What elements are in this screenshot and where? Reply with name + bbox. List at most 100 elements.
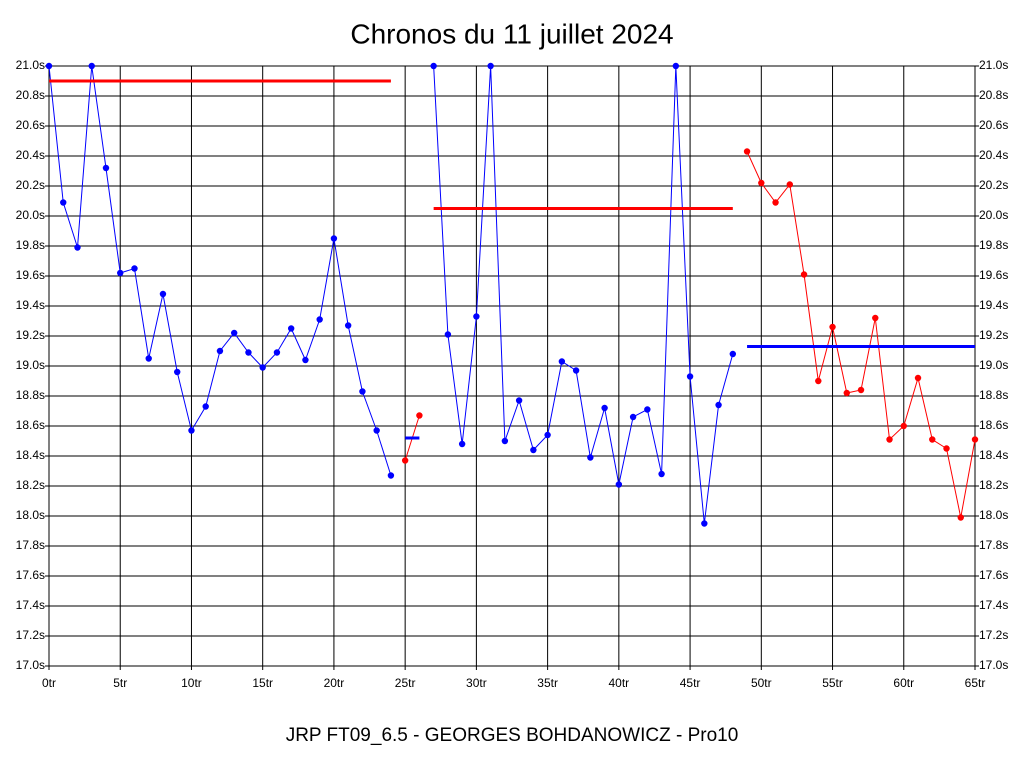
data-point [102,164,110,172]
x-tick-label: 0tr [42,676,56,690]
y-tick-label: 18.8s [16,388,45,402]
data-point [416,412,423,419]
y-tick-label: 18.6s [16,418,45,432]
data-point [74,244,81,251]
x-tick-label: 65tr [965,676,986,690]
data-point [501,437,509,445]
data-point [758,179,765,187]
data-point [615,481,623,488]
x-tick-label: 5tr [113,676,127,690]
data-point [515,397,523,404]
y2-tick-label: 19.8s [979,238,1008,252]
data-point [729,350,737,358]
data-point [159,290,167,298]
x-tick-label: 50tr [751,676,772,690]
y2-tick-label: 17.4s [979,598,1008,612]
data-point [843,389,850,397]
y-tick-label: 20.2s [16,178,45,192]
plot-frame [48,65,976,667]
data-point [644,406,651,413]
y-tick-label: 20.0s [16,208,45,222]
data-point [800,271,808,278]
y2-tick-label: 17.2s [979,628,1008,642]
y-tick-label: 19.2s [16,328,45,342]
data-point [287,325,295,332]
y2-tick-label: 19.2s [979,328,1008,342]
data-point [473,313,480,320]
data-point [430,62,437,70]
data-point [672,62,680,70]
data-point [373,427,380,434]
data-point [245,349,252,356]
data-point [60,199,67,206]
data-point [815,377,822,385]
data-point [131,265,138,272]
y-tick-label: 19.8s [16,238,45,252]
y2-tick-label: 17.6s [979,568,1008,582]
y2-tick-label: 18.8s [979,388,1008,402]
data-point [458,440,466,448]
data-point [88,62,95,70]
x-tick-label: 45tr [680,676,701,690]
data-point [259,364,266,371]
data-point [957,514,964,521]
data-point [487,62,494,70]
data-point [701,520,708,527]
y2-tick-label: 19.0s [979,358,1008,372]
data-point [629,413,637,421]
data-point [302,356,309,364]
data-point [273,349,281,356]
data-point [971,436,979,443]
data-point [914,374,922,382]
y2-tick-label: 19.4s [979,298,1008,312]
y-tick-label: 20.6s [16,118,45,132]
y-tick-label: 21.0s [16,58,45,72]
data-point [387,472,395,479]
x-tick-label: 10tr [181,676,202,690]
data-point [686,373,694,380]
y2-tick-label: 20.6s [979,118,1008,132]
y-tick-label: 19.4s [16,298,45,312]
data-point [344,322,352,329]
series-line [433,65,734,524]
data-point [786,181,793,188]
data-point [544,431,551,439]
y-tick-label: 20.4s [16,148,45,162]
data-point [715,401,722,409]
y2-tick-label: 18.4s [979,448,1008,462]
data-point [601,404,608,412]
y2-tick-label: 20.4s [979,148,1008,162]
data-point [202,403,209,410]
y2-tick-label: 20.2s [979,178,1008,192]
y2-tick-label: 18.2s [979,478,1008,492]
data-point [45,62,53,70]
x-tick-label: 25tr [395,676,416,690]
y-tick-label: 18.4s [16,448,45,462]
y2-tick-label: 17.0s [979,658,1008,672]
data-point [401,457,409,464]
data-point [444,331,452,338]
data-point [857,386,865,394]
y-tick-label: 17.2s [16,628,45,642]
data-point [231,329,238,337]
data-point [572,367,580,374]
chart-title: Chronos du 11 juillet 2024 [350,18,673,49]
y2-tick-label: 20.8s [979,88,1008,102]
series-line [48,65,392,476]
data-point [743,148,751,155]
x-tick-label: 40tr [609,676,630,690]
x-tick-label: 55tr [822,676,843,690]
data-point [929,436,936,443]
y2-tick-label: 17.8s [979,538,1008,552]
y2-tick-label: 21.0s [979,58,1008,72]
data-point [829,323,836,331]
x-axis-label: JRP FT09_6.5 - GEORGES BOHDANOWICZ - Pro… [286,725,739,746]
data-point [174,368,181,376]
y-tick-label: 17.4s [16,598,45,612]
x-tick-label: 15tr [252,676,273,690]
y-tick-label: 17.6s [16,568,45,582]
y-tick-label: 17.8s [16,538,45,552]
data-point [900,422,907,430]
data-point [587,454,594,461]
